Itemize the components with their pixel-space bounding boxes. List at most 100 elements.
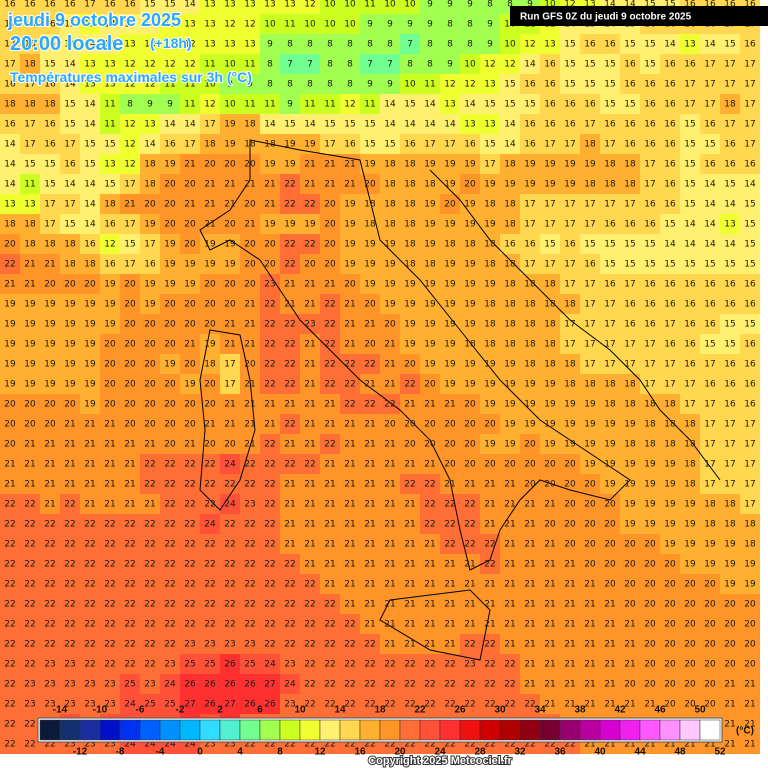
temp-cell	[180, 194, 200, 214]
temp-value: 22	[264, 540, 275, 550]
temp-cell	[220, 174, 240, 194]
legend-label: 18	[374, 705, 386, 716]
temp-cell	[120, 194, 140, 214]
temp-value: 21	[324, 480, 335, 490]
temp-value: 22	[324, 380, 335, 390]
temp-value: 19	[624, 420, 636, 430]
temp-value: 18	[624, 180, 636, 190]
temp-value: 19	[684, 540, 696, 550]
temp-cell	[440, 254, 460, 274]
temp-value: 15	[44, 180, 55, 190]
temp-value: 14	[184, 120, 196, 130]
temp-cell	[600, 54, 620, 74]
temp-value: 22	[104, 540, 115, 550]
temp-value: 8	[427, 60, 433, 70]
temp-value: 17	[584, 320, 595, 330]
temp-value: 17	[544, 140, 555, 150]
temp-value: 14	[4, 140, 16, 150]
temp-value: 19	[24, 300, 36, 310]
legend-swatch	[359, 719, 381, 741]
temp-value: 20	[264, 260, 276, 270]
temp-value: 19	[524, 400, 536, 410]
temp-value: 19	[4, 340, 16, 350]
temp-value: 22	[204, 540, 215, 550]
temp-value: 19	[164, 280, 176, 290]
temp-cell	[600, 194, 620, 214]
temp-value: 17	[664, 360, 675, 370]
temp-value: 12	[204, 100, 215, 110]
temp-cell	[0, 14, 20, 34]
temp-value: 14	[264, 120, 276, 130]
temp-value: 18	[504, 340, 516, 350]
temp-cell	[320, 254, 340, 274]
temp-value: 22	[164, 460, 175, 470]
legend-swatch	[699, 719, 721, 741]
temp-value: 20	[184, 300, 196, 310]
temp-cell	[160, 14, 180, 34]
temp-value: 17	[224, 360, 235, 370]
temp-value: 11	[204, 60, 215, 70]
temp-value: 21	[544, 680, 555, 690]
temp-value: 21	[304, 380, 315, 390]
temp-value: 20	[744, 660, 756, 670]
temp-cell	[160, 134, 180, 154]
temp-value: 22	[424, 500, 435, 510]
temp-cell	[660, 194, 680, 214]
legend-label: 26	[454, 705, 466, 716]
temp-value: 14	[404, 120, 416, 130]
temp-value: 19	[584, 440, 596, 450]
legend-swatch	[179, 719, 201, 741]
temp-value: 20	[664, 620, 676, 630]
temp-value: 22	[324, 660, 335, 670]
temp-value: 21	[84, 420, 95, 430]
temp-value: 18	[704, 520, 716, 530]
temp-value: 16	[584, 40, 596, 50]
temp-cell	[260, 234, 280, 254]
temp-value: 21	[524, 600, 535, 610]
temp-cell	[440, 74, 460, 94]
temp-value: 21	[384, 480, 395, 490]
temp-value: 19	[504, 360, 516, 370]
temp-value: 20	[244, 260, 256, 270]
temp-value: 23	[284, 660, 295, 670]
temp-cell	[100, 234, 120, 254]
temp-value: 8	[447, 40, 453, 50]
temp-value: 21	[324, 540, 335, 550]
temp-value: 22	[484, 560, 495, 570]
temp-value: 22	[484, 660, 495, 670]
temp-value: 18	[144, 180, 156, 190]
temp-cell	[280, 194, 300, 214]
temp-cell	[380, 94, 400, 114]
temp-value: 16	[664, 280, 676, 290]
temp-value: 14	[144, 140, 156, 150]
temp-value: 18	[584, 380, 596, 390]
temp-value: 20	[144, 360, 156, 370]
temp-value: 26	[184, 680, 196, 690]
temp-cell	[400, 34, 420, 54]
temp-value: 22	[124, 540, 135, 550]
temp-cell	[80, 0, 100, 14]
temp-value: 16	[64, 160, 76, 170]
temp-value: 22	[444, 500, 455, 510]
temp-value: 24	[164, 680, 176, 690]
temp-cell	[480, 94, 500, 114]
temp-value: 19	[384, 300, 396, 310]
legend-swatch	[499, 719, 521, 741]
temp-cell	[580, 94, 600, 114]
temp-value: 19	[224, 260, 236, 270]
temp-cell	[200, 94, 220, 114]
temp-value: 15	[404, 100, 415, 110]
temp-value: 19	[184, 260, 196, 270]
temp-value: 14	[84, 220, 96, 230]
temp-value: 22	[204, 620, 215, 630]
temp-cell	[160, 234, 180, 254]
temp-value: 22	[404, 380, 415, 390]
legend-swatch	[399, 719, 421, 741]
temp-cell	[380, 114, 400, 134]
temp-cell	[480, 194, 500, 214]
temp-cell	[340, 74, 360, 94]
temp-value: 21	[444, 600, 455, 610]
temp-cell	[320, 94, 340, 114]
temp-cell	[420, 214, 440, 234]
temp-cell	[600, 254, 620, 274]
